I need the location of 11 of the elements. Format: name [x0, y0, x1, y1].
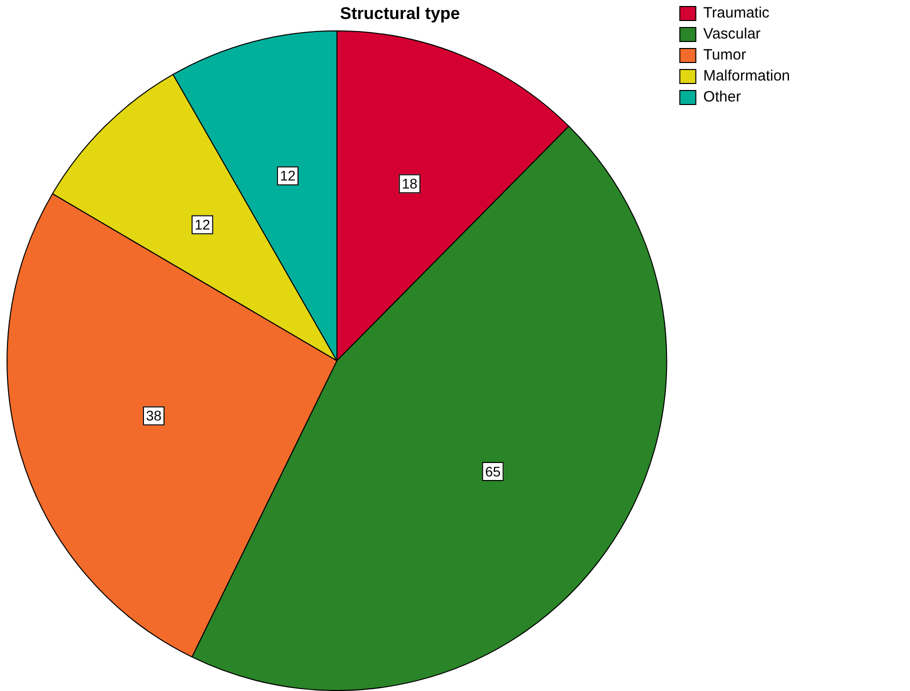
data-label: 65	[485, 463, 501, 480]
legend-label: Other	[703, 88, 741, 106]
legend-label: Malformation	[703, 68, 790, 85]
legend-label: Traumatic	[703, 4, 770, 22]
legend-label: Vascular	[703, 26, 761, 43]
legend-label: Tumor	[703, 46, 746, 64]
data-label: 12	[280, 168, 296, 184]
data-label: 12	[194, 216, 210, 233]
chart-title: Structural type	[340, 4, 460, 23]
data-label: 18	[402, 176, 418, 192]
data-label: 38	[146, 408, 162, 424]
